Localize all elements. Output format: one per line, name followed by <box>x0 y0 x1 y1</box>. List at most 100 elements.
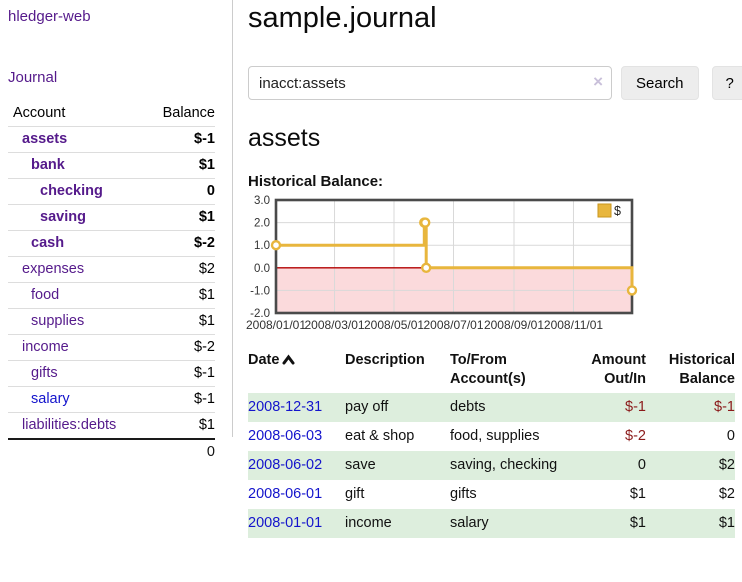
search-input-wrap: × <box>248 66 612 101</box>
main-content: sample.journal × Search ? assets Histori… <box>233 0 742 539</box>
accounts-table: Account Balance assets $-1 bank $1 checking 0… <box>8 103 215 465</box>
svg-text:2008/09/01: 2008/09/01 <box>484 318 544 332</box>
search-input[interactable] <box>248 66 612 101</box>
column-header-date[interactable]: Date <box>248 349 345 393</box>
account-row: liabilities:debts $1 <box>8 413 215 440</box>
transaction-amount: $-2 <box>625 428 646 445</box>
account-link[interactable]: checking <box>40 183 103 199</box>
transaction-accounts: salary <box>450 515 489 532</box>
account-balance: $1 <box>147 152 215 179</box>
transaction-balance: $2 <box>718 457 735 474</box>
transaction-balance: 0 <box>726 428 735 445</box>
page-title: sample.journal <box>248 2 437 34</box>
transaction-description: gift <box>345 486 365 503</box>
transaction-accounts: saving, checking <box>450 457 558 474</box>
sort-ascending-icon <box>282 354 295 365</box>
column-header-balance: Historical Balance <box>668 352 735 388</box>
svg-text:-2.0: -2.0 <box>250 308 270 320</box>
account-link[interactable]: food <box>31 287 60 303</box>
accounts-header-balance: Balance <box>147 103 215 127</box>
svg-text:-1.0: -1.0 <box>250 286 270 298</box>
account-link[interactable]: expenses <box>22 261 85 277</box>
transaction-amount: $1 <box>629 486 646 503</box>
transactions-table: Date Description To/From Account(s) Amou… <box>248 349 735 539</box>
transaction-date-link[interactable]: 2008-12-31 <box>248 399 323 416</box>
transaction-balance: $2 <box>718 486 735 503</box>
svg-text:2008/11/01: 2008/11/01 <box>544 318 603 332</box>
sidebar-item-journal[interactable]: Journal <box>8 69 58 86</box>
transaction-date-link[interactable]: 2008-06-03 <box>248 428 323 445</box>
transaction-row: 2008-12-31 pay off debts $-1 $-1 <box>248 393 735 423</box>
account-balance: $-1 <box>147 126 215 153</box>
svg-text:2008/03/01: 2008/03/01 <box>304 318 364 332</box>
account-link[interactable]: assets <box>22 131 68 147</box>
account-row: food $1 <box>8 282 215 309</box>
account-link[interactable]: supplies <box>31 313 85 329</box>
transaction-row: 2008-06-03 eat & shop food, supplies $-2 0 <box>248 422 735 451</box>
search-button[interactable]: Search <box>621 66 699 101</box>
account-row: supplies $1 <box>8 308 215 335</box>
account-balance: $2 <box>147 256 215 283</box>
search-form: × Search ? <box>248 66 742 101</box>
transactions-header-row: Date Description To/From Account(s) Amou… <box>248 349 735 393</box>
account-balance: $1 <box>147 204 215 231</box>
transaction-amount: $1 <box>629 515 646 532</box>
account-link[interactable]: salary <box>31 391 70 407</box>
account-link[interactable]: gifts <box>31 365 58 381</box>
svg-text:$: $ <box>614 204 621 218</box>
account-row: assets $-1 <box>8 126 215 153</box>
transaction-accounts: food, supplies <box>450 428 540 445</box>
account-link[interactable]: liabilities:debts <box>22 417 117 433</box>
column-header-description: Description <box>345 352 425 369</box>
account-row: expenses $2 <box>8 256 215 283</box>
svg-text:2008/05/01: 2008/05/01 <box>364 318 424 332</box>
svg-text:2008/07/01: 2008/07/01 <box>423 318 483 332</box>
svg-text:3.0: 3.0 <box>254 195 270 207</box>
transaction-description: eat & shop <box>345 428 415 445</box>
transactions-table-body: 2008-12-31 pay off debts $-1 $-1 2008-06-03 ea… <box>248 393 735 539</box>
transaction-balance: $-1 <box>714 399 735 416</box>
svg-text:2.0: 2.0 <box>254 218 270 230</box>
brand-link[interactable]: hledger-web <box>8 8 91 25</box>
svg-text:2008/01/01: 2008/01/01 <box>246 318 306 332</box>
column-header-tofrom: To/From Account(s) <box>450 352 526 388</box>
account-balance: $-2 <box>147 334 215 361</box>
transaction-accounts: debts <box>450 399 486 416</box>
transaction-date-link[interactable]: 2008-06-01 <box>248 486 323 503</box>
transaction-row: 2008-06-01 gift gifts $1 $2 <box>248 480 735 509</box>
transaction-description: save <box>345 457 376 474</box>
account-row: bank $1 <box>8 152 215 179</box>
transaction-date-link[interactable]: 2008-01-01 <box>248 515 323 532</box>
account-row: checking 0 <box>8 178 215 205</box>
account-link[interactable]: income <box>22 339 69 355</box>
account-link[interactable]: saving <box>40 209 86 225</box>
transaction-balance: $1 <box>718 515 735 532</box>
chart-title: Historical Balance: <box>248 173 384 191</box>
svg-text:0.0: 0.0 <box>254 263 270 275</box>
transaction-description: pay off <box>345 399 389 416</box>
transaction-description: income <box>345 515 392 532</box>
column-header-amount: Amount Out/In <box>591 352 646 388</box>
account-balance: $-2 <box>147 230 215 257</box>
transaction-row: 2008-06-02 save saving, checking 0 $2 <box>248 451 735 481</box>
account-row: cash $-2 <box>8 230 215 257</box>
accounts-header-row: Account Balance <box>8 103 215 127</box>
account-balance: $1 <box>147 308 215 335</box>
clear-search-icon[interactable]: × <box>593 72 603 92</box>
help-button[interactable]: ? <box>711 66 742 101</box>
hledger-web-app: hledger-web Journal Account Balance asse… <box>0 0 742 539</box>
account-row: salary $-1 <box>8 386 215 413</box>
account-balance: 0 <box>147 178 215 205</box>
account-link[interactable]: bank <box>31 157 65 173</box>
transaction-amount: 0 <box>637 457 646 474</box>
accounts-header-account: Account <box>8 103 148 127</box>
accounts-table-body: assets $-1 bank $1 checking 0 saving $1 cash $-2 e… <box>8 126 215 440</box>
account-balance: $1 <box>147 282 215 309</box>
account-row: gifts $-1 <box>8 360 215 387</box>
accounts-total-row: 0 <box>8 438 215 465</box>
sidebar: hledger-web Journal Account Balance asse… <box>0 0 233 465</box>
transaction-date-link[interactable]: 2008-06-02 <box>248 457 323 474</box>
transaction-row: 2008-01-01 income salary $1 $1 <box>248 509 735 539</box>
account-link[interactable]: cash <box>31 235 65 251</box>
